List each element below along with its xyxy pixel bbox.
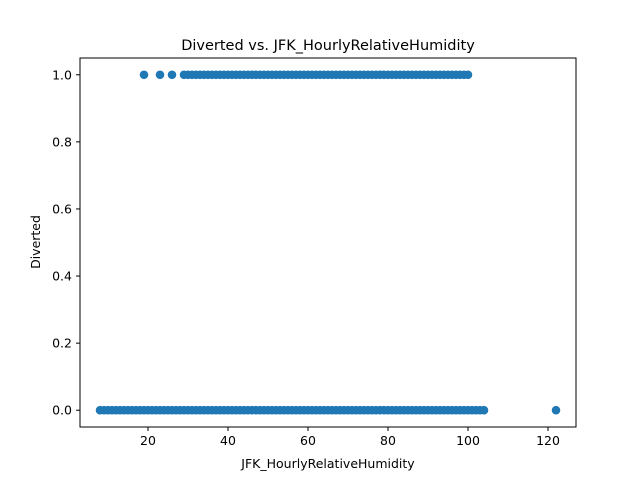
data-point [167, 70, 177, 80]
x-tick-label: 80 [380, 433, 396, 448]
y-tick-label: 0.8 [52, 134, 72, 149]
data-point [479, 405, 489, 415]
y-tick-label: 1.0 [52, 67, 72, 82]
x-tick-label: 40 [220, 433, 236, 448]
y-tick-label: 0.0 [52, 403, 72, 418]
points-layer [95, 70, 561, 415]
data-point [463, 70, 473, 80]
y-axis-label: Diverted [28, 215, 43, 269]
plot-frame [79, 57, 577, 428]
x-axis: 20 40 60 80 100 120 [140, 427, 560, 448]
x-tick-label: 20 [140, 433, 156, 448]
y-axis: 0.0 0.2 0.4 0.6 0.8 1.0 [52, 67, 80, 418]
data-point [155, 70, 165, 80]
chart-title: Diverted vs. JFK_HourlyRelativeHumidity [181, 38, 475, 54]
x-tick-label: 60 [300, 433, 316, 448]
x-tick-label: 100 [456, 433, 480, 448]
y-tick-label: 0.4 [52, 269, 72, 284]
data-point [139, 70, 149, 80]
y-tick-label: 0.6 [52, 201, 72, 216]
y-tick-label: 0.2 [52, 336, 72, 351]
x-tick-label: 120 [536, 433, 560, 448]
x-axis-label: JFK_HourlyRelativeHumidity [240, 456, 415, 471]
data-point [551, 405, 561, 415]
